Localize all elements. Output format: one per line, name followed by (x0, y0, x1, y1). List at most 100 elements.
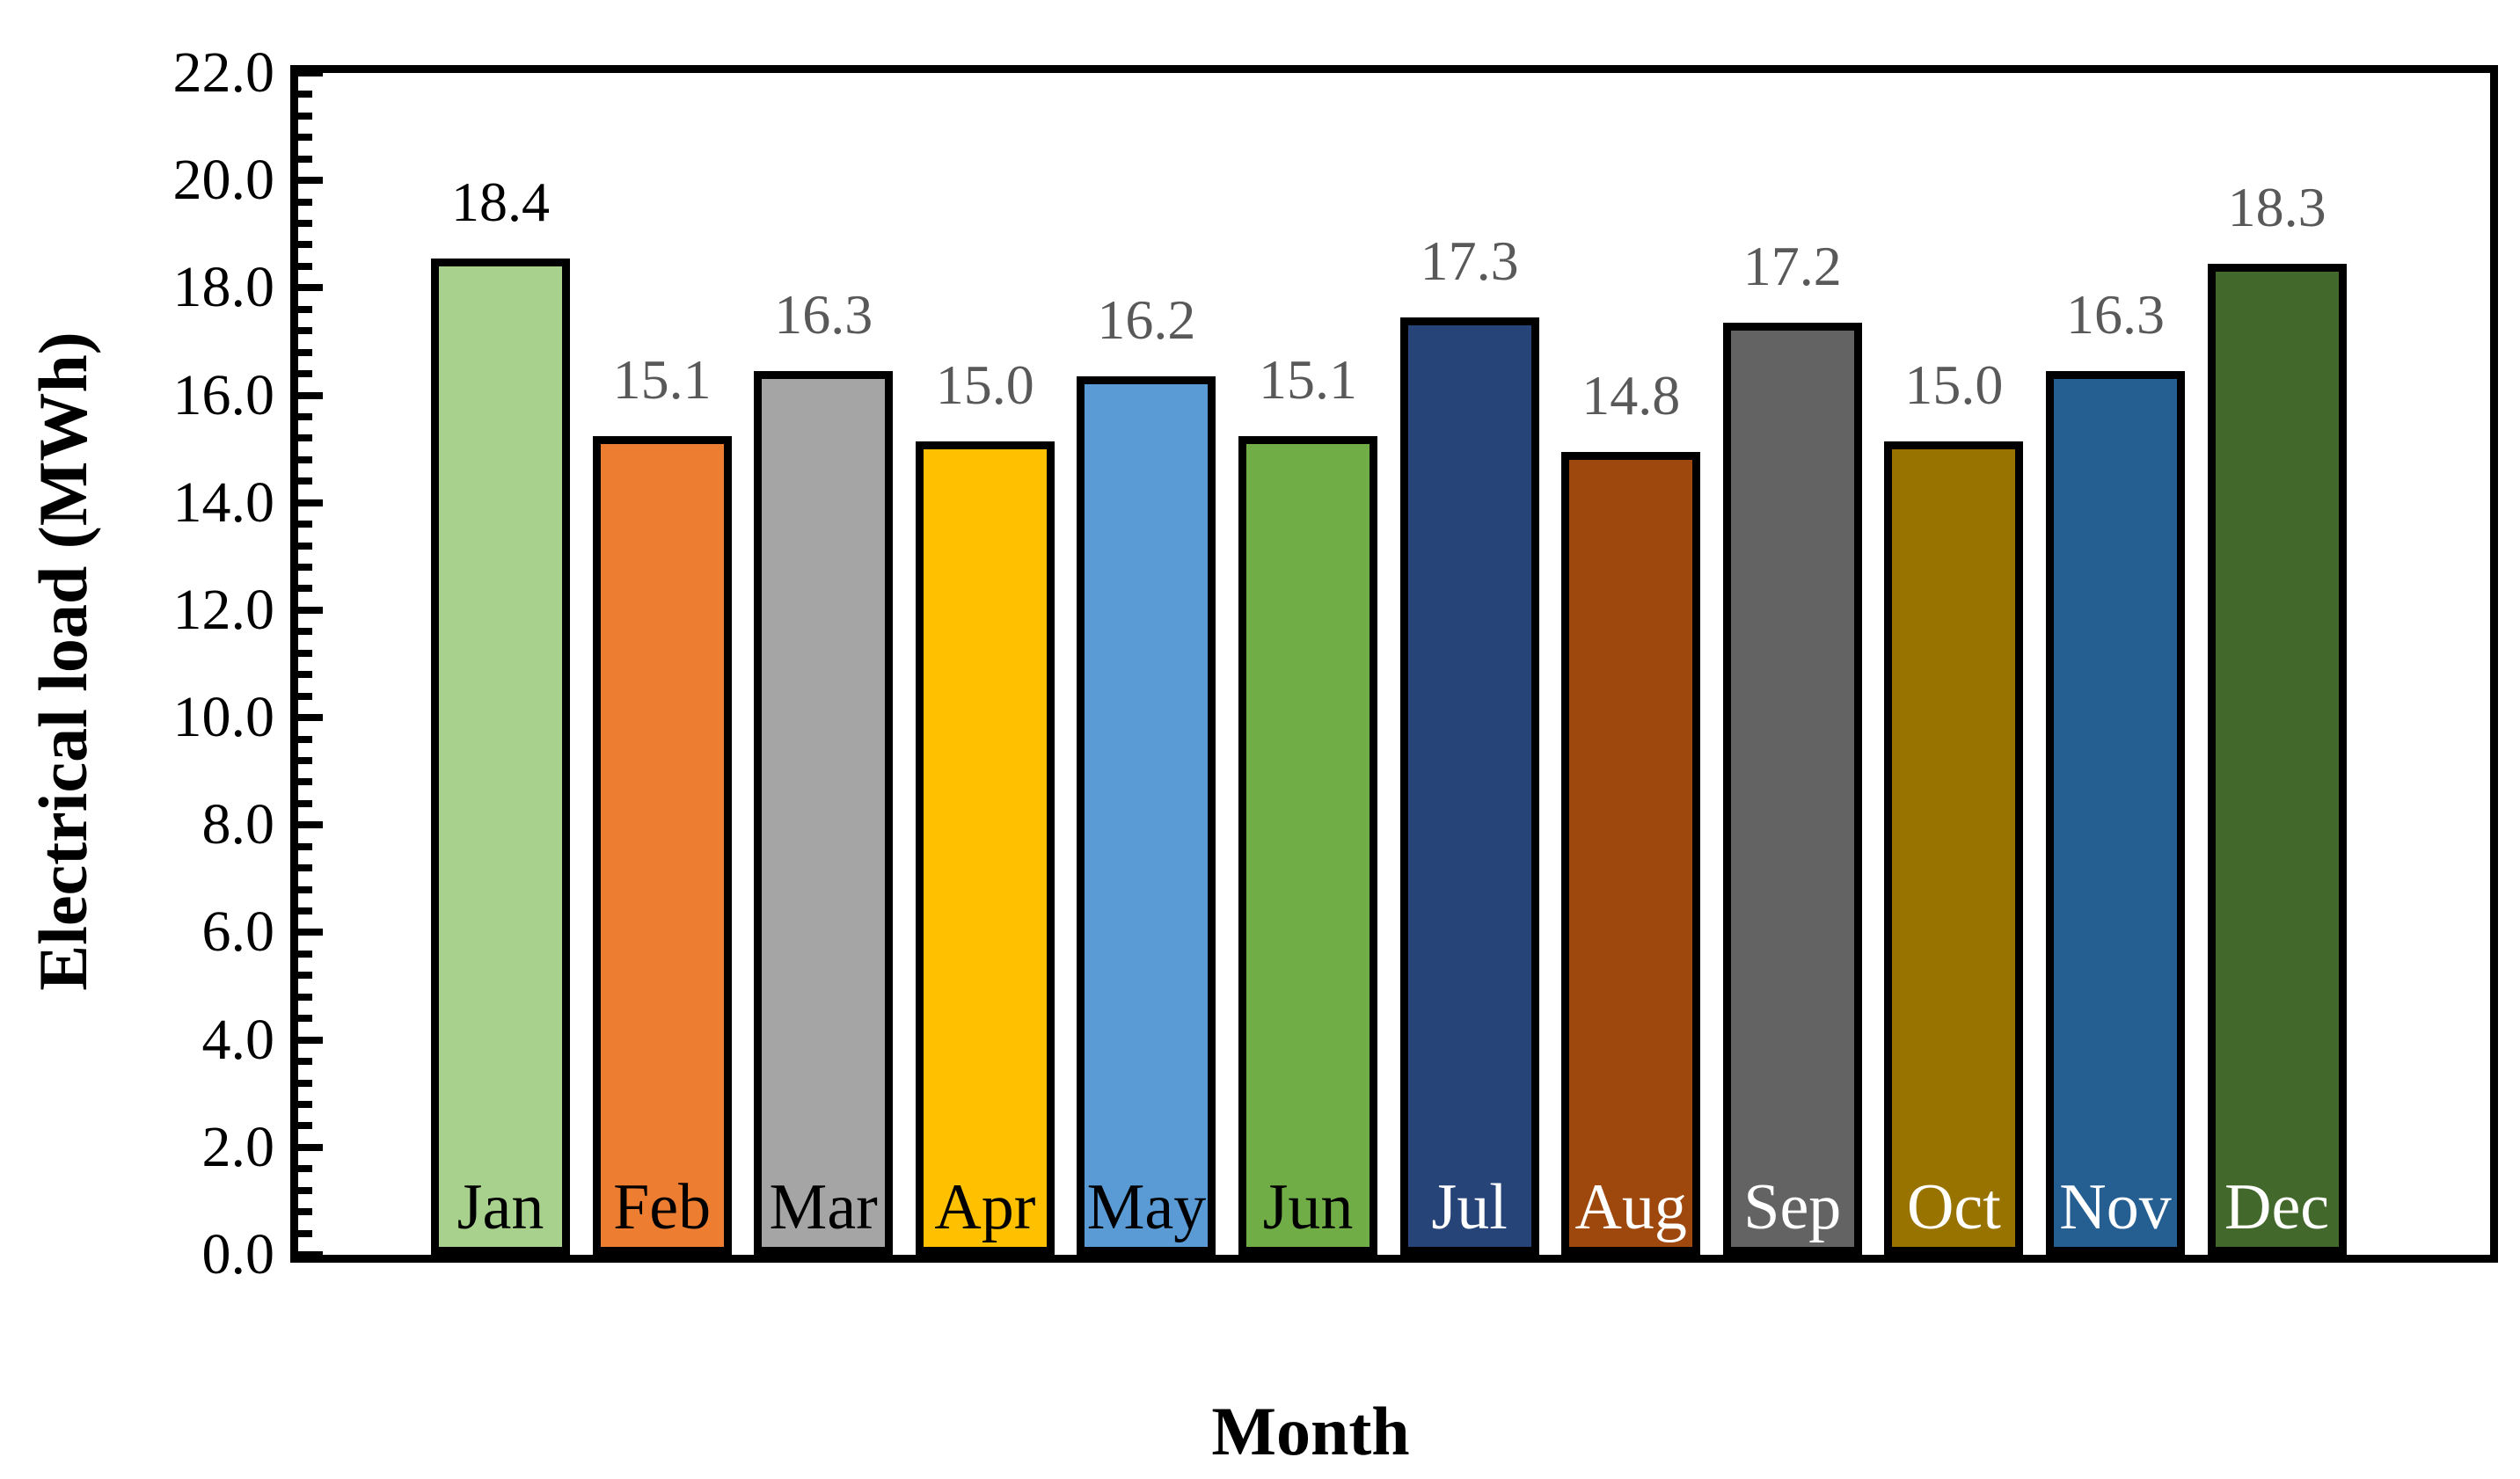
y-tick-label: 8.0 (201, 792, 275, 857)
y-minor-tick (298, 1015, 312, 1023)
bar-may (1077, 376, 1216, 1255)
y-tick-label: 20.0 (172, 148, 275, 213)
y-minor-tick (298, 628, 312, 636)
y-minor-tick (298, 521, 312, 528)
y-minor-tick (298, 1122, 312, 1130)
value-label-nov: 16.3 (2066, 283, 2165, 346)
y-minor-tick (298, 1208, 312, 1216)
y-minor-tick (298, 327, 312, 335)
y-tick-label: 18.0 (172, 255, 275, 320)
month-label-nov: Nov (2059, 1171, 2172, 1243)
value-label-aug: 14.8 (1581, 363, 1681, 426)
y-minor-tick (298, 842, 312, 850)
y-minor-tick (298, 778, 312, 786)
bar-sep (1722, 323, 1862, 1255)
month-label-jul: Jul (1431, 1171, 1508, 1243)
y-major-tick (298, 177, 323, 185)
bar-jun (1238, 435, 1377, 1255)
month-label-dec: Dec (2224, 1171, 2330, 1243)
y-tick-label: 22.0 (172, 40, 275, 105)
y-minor-tick (298, 1229, 312, 1237)
value-label-dec: 18.3 (2227, 176, 2326, 239)
y-major-tick (298, 391, 323, 399)
bar-dec (2207, 264, 2347, 1255)
month-label-feb: Feb (613, 1171, 712, 1243)
y-tick-label: 12.0 (172, 577, 275, 642)
month-label-oct: Oct (1906, 1171, 2001, 1243)
month-label-aug: Aug (1574, 1171, 1687, 1243)
bar-apr (915, 441, 1055, 1255)
y-major-tick (298, 821, 323, 829)
y-minor-tick (298, 1079, 312, 1087)
y-major-tick (298, 499, 323, 506)
y-minor-tick (298, 434, 312, 442)
bar-aug (1561, 451, 1701, 1255)
month-label-mar: Mar (769, 1171, 878, 1243)
y-major-tick (298, 1036, 323, 1044)
y-major-tick (298, 714, 323, 722)
y-minor-tick (298, 692, 312, 700)
y-tick-label: 6.0 (201, 900, 275, 965)
y-major-tick (298, 606, 323, 614)
month-label-apr: Apr (934, 1171, 1036, 1243)
month-label-sep: Sep (1743, 1171, 1842, 1243)
y-minor-tick (298, 1186, 312, 1194)
bar-jan (431, 258, 570, 1255)
y-minor-tick (298, 564, 312, 572)
y-minor-tick (298, 370, 312, 378)
y-minor-tick (298, 799, 312, 807)
y-minor-tick (298, 91, 312, 98)
month-label-jun: Jun (1262, 1171, 1354, 1243)
value-label-apr: 15.0 (935, 353, 1034, 416)
y-minor-tick (298, 198, 312, 206)
y-minor-tick (298, 907, 312, 915)
y-minor-tick (298, 1058, 312, 1066)
value-label-jan: 18.4 (451, 170, 550, 233)
y-tick-label: 14.0 (172, 470, 275, 535)
y-minor-tick (298, 972, 312, 980)
bar-oct (1884, 441, 2024, 1255)
plot-inner: 18.4 Jan 15.1 Feb 16.3 Mar 15.0 Apr 16.2 May 15.1 J… (298, 69, 2490, 1258)
y-minor-tick (298, 671, 312, 679)
value-label-sep: 17.2 (1742, 235, 1842, 298)
plot-area: 18.4 Jan 15.1 Feb 16.3 Mar 15.0 Apr 16.2 May 15.1 J… (290, 65, 2498, 1263)
y-minor-tick (298, 756, 312, 764)
month-label-may: May (1086, 1171, 1207, 1243)
y-minor-tick (298, 885, 312, 893)
y-minor-tick (298, 348, 312, 356)
bar-nov (2046, 371, 2185, 1255)
bar-mar (754, 371, 894, 1255)
y-major-tick (298, 929, 323, 936)
y-minor-tick (298, 455, 312, 463)
y-minor-tick (298, 950, 312, 958)
y-minor-tick (298, 262, 312, 270)
y-minor-tick (298, 477, 312, 485)
value-label-feb: 15.1 (612, 347, 712, 411)
y-minor-tick (298, 864, 312, 872)
y-major-tick (298, 1251, 323, 1258)
y-minor-tick (298, 134, 312, 142)
value-label-jul: 17.3 (1420, 230, 1519, 293)
y-tick-label: 10.0 (172, 685, 275, 750)
bar-jul (1399, 317, 1539, 1255)
month-label-jan: Jan (457, 1171, 544, 1243)
y-minor-tick (298, 542, 312, 550)
y-tick-label: 4.0 (201, 1007, 275, 1072)
y-minor-tick (298, 1100, 312, 1108)
y-minor-tick (298, 220, 312, 228)
y-minor-tick (298, 649, 312, 657)
y-minor-tick (298, 735, 312, 743)
y-tick-label: 0.0 (201, 1222, 275, 1286)
y-minor-tick (298, 241, 312, 249)
y-minor-tick (298, 112, 312, 120)
value-label-may: 16.2 (1097, 288, 1196, 352)
y-minor-tick (298, 412, 312, 420)
x-axis-title: Month (1211, 1393, 1410, 1469)
y-tick-label: 16.0 (172, 362, 275, 427)
y-minor-tick (298, 993, 312, 1001)
y-major-tick (298, 69, 323, 76)
y-minor-tick (298, 1165, 312, 1173)
y-minor-tick (298, 585, 312, 593)
y-minor-tick (298, 305, 312, 313)
